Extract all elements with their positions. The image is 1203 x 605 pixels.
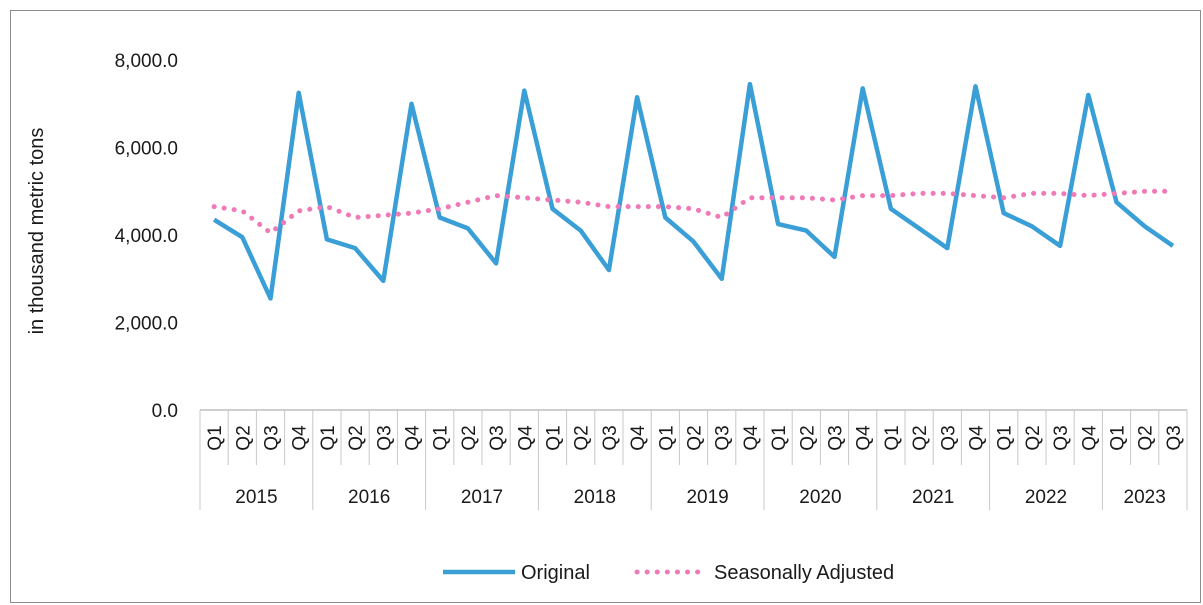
x-tick-label: Q3 [374, 425, 395, 450]
x-tick-label: Q2 [572, 425, 593, 450]
x-tick-label: Q1 [656, 425, 677, 450]
x-tick-label: Q3 [826, 425, 847, 450]
x-year-label: 2021 [912, 487, 954, 508]
x-tick-label: Q3 [1051, 425, 1072, 450]
x-tick-label: Q2 [797, 425, 818, 450]
y-axis-title: in thousand metric tons [26, 128, 48, 335]
x-tick-label: Q4 [854, 425, 875, 451]
legend-label: Original [521, 562, 590, 584]
y-axis-ticks: 0.0 2,000.0 4,000.0 6,000.0 8,000.0 [115, 51, 178, 422]
x-year-label: 2023 [1124, 487, 1166, 508]
x-tick-label: Q4 [515, 425, 536, 451]
x-year-label: 2017 [461, 487, 503, 508]
x-tick-label: Q2 [1023, 425, 1044, 450]
x-tick-label: Q1 [882, 425, 903, 450]
series-line-1 [211, 188, 1176, 236]
x-tick-label: Q1 [318, 425, 339, 450]
x-tick-label: Q3 [1164, 425, 1185, 450]
series-line-0 [212, 81, 1175, 301]
x-tick-label: Q1 [431, 425, 452, 450]
x-tick-label: Q3 [938, 425, 959, 450]
x-tick-label: Q1 [544, 425, 565, 450]
x-tick-label: Q4 [628, 425, 649, 451]
x-tick-label: Q2 [459, 425, 480, 450]
legend-label: Seasonally Adjusted [714, 562, 894, 584]
x-tick-label: Q1 [995, 425, 1016, 450]
x-tick-label: Q4 [967, 425, 988, 451]
legend: Original Seasonally Adjusted [443, 562, 894, 584]
y-tick-label: 8,000.0 [115, 51, 178, 72]
x-tick-label: Q1 [769, 425, 790, 450]
x-tick-label: Q2 [233, 425, 254, 450]
x-tick-label: Q2 [1136, 425, 1157, 450]
x-tick-label: Q4 [741, 425, 762, 451]
chart-frame [10, 10, 1201, 603]
y-tick-label: 0.0 [152, 401, 178, 422]
x-axis: Q1 Q2 Q3 Q4 Q1 Q2 Q3 Q4 Q1 Q2 Q3 Q4 Q1 Q2 Q3 Q4 Q1 Q2 Q3 Q4… [199, 409, 1188, 510]
x-tick-label: Q3 [713, 425, 734, 450]
x-tick-label: Q2 [685, 425, 706, 450]
y-tick-label: 2,000.0 [115, 314, 178, 335]
x-year-label: 2019 [686, 487, 728, 508]
x-tick-label: Q4 [403, 425, 424, 451]
y-tick-label: 6,000.0 [115, 139, 178, 160]
series-layer [211, 81, 1176, 301]
y-tick-label: 4,000.0 [115, 226, 178, 247]
x-tick-label: Q2 [910, 425, 931, 450]
x-year-label: 2020 [799, 487, 841, 508]
x-tick-label: Q2 [346, 425, 367, 450]
x-tick-label: Q3 [600, 425, 621, 450]
x-tick-label: Q3 [262, 425, 283, 450]
x-tick-label: Q1 [1108, 425, 1129, 450]
x-tick-label: Q4 [290, 425, 311, 451]
x-tick-label: Q1 [205, 425, 226, 450]
x-year-label: 2016 [348, 487, 390, 508]
x-tick-label: Q4 [1079, 425, 1100, 451]
x-year-label: 2022 [1025, 487, 1067, 508]
x-tick-label: Q3 [487, 425, 508, 450]
x-year-label: 2018 [574, 487, 616, 508]
x-year-label: 2015 [235, 487, 277, 508]
